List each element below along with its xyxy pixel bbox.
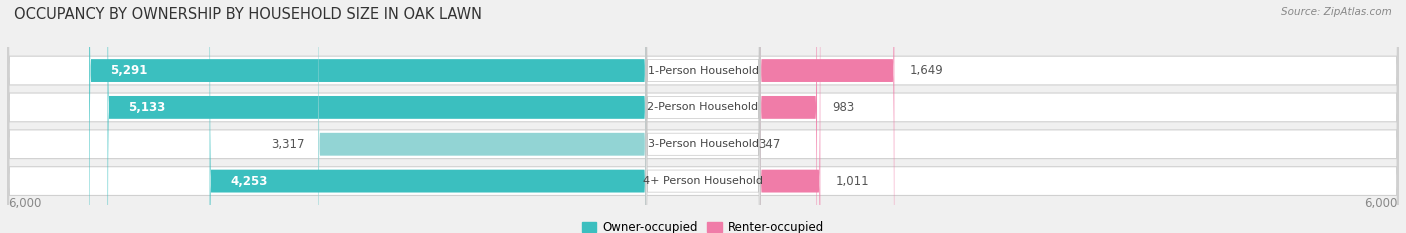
- Text: 1-Person Household: 1-Person Household: [648, 65, 758, 75]
- FancyBboxPatch shape: [7, 0, 1399, 233]
- FancyBboxPatch shape: [7, 0, 1399, 233]
- Text: 5,133: 5,133: [128, 101, 166, 114]
- FancyBboxPatch shape: [645, 0, 761, 233]
- FancyBboxPatch shape: [108, 0, 645, 233]
- FancyBboxPatch shape: [645, 0, 761, 233]
- FancyBboxPatch shape: [761, 0, 817, 233]
- Text: OCCUPANCY BY OWNERSHIP BY HOUSEHOLD SIZE IN OAK LAWN: OCCUPANCY BY OWNERSHIP BY HOUSEHOLD SIZE…: [14, 7, 482, 22]
- Text: 1,011: 1,011: [835, 175, 869, 188]
- Text: 1,649: 1,649: [910, 64, 943, 77]
- Text: 2-Person Household: 2-Person Household: [647, 102, 759, 112]
- Text: 347: 347: [758, 138, 780, 151]
- FancyBboxPatch shape: [7, 0, 1399, 233]
- Text: 6,000: 6,000: [8, 197, 42, 210]
- FancyBboxPatch shape: [7, 0, 1399, 233]
- Text: 3,317: 3,317: [271, 138, 304, 151]
- FancyBboxPatch shape: [645, 0, 761, 233]
- FancyBboxPatch shape: [761, 0, 894, 233]
- Text: 983: 983: [832, 101, 855, 114]
- Text: Source: ZipAtlas.com: Source: ZipAtlas.com: [1281, 7, 1392, 17]
- Text: 4,253: 4,253: [231, 175, 269, 188]
- FancyBboxPatch shape: [761, 0, 820, 233]
- FancyBboxPatch shape: [89, 0, 645, 233]
- FancyBboxPatch shape: [645, 0, 761, 233]
- Legend: Owner-occupied, Renter-occupied: Owner-occupied, Renter-occupied: [578, 216, 828, 233]
- Text: 6,000: 6,000: [1364, 197, 1398, 210]
- FancyBboxPatch shape: [209, 0, 645, 233]
- Text: 4+ Person Household: 4+ Person Household: [643, 176, 763, 186]
- FancyBboxPatch shape: [318, 0, 645, 233]
- Text: 5,291: 5,291: [110, 64, 148, 77]
- Text: 3-Person Household: 3-Person Household: [648, 139, 758, 149]
